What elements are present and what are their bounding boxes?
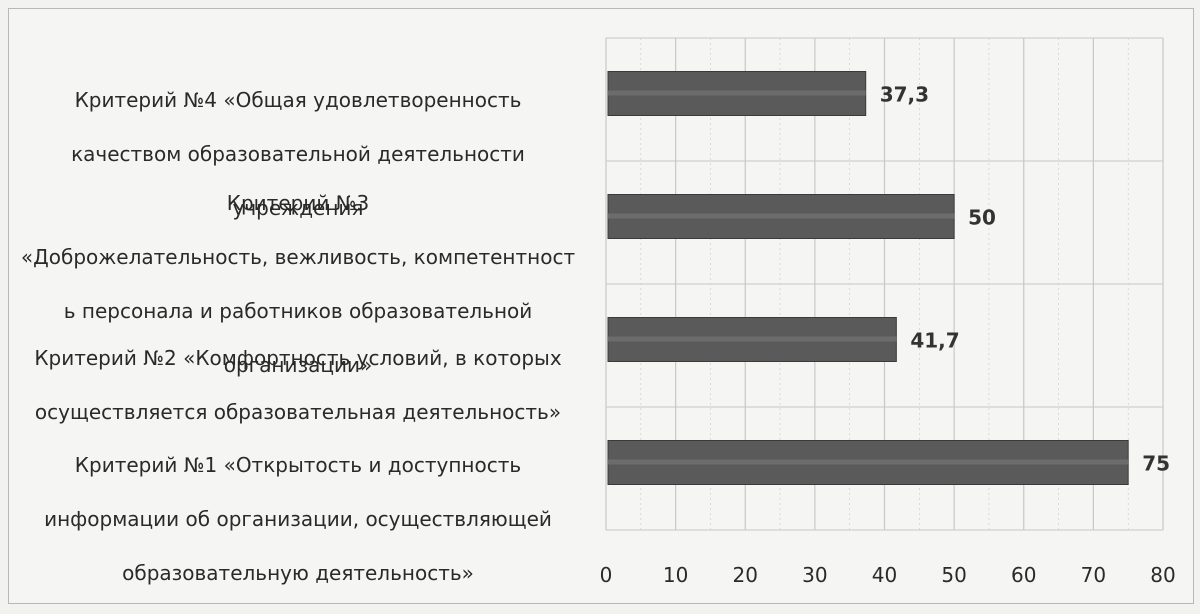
x-tick-label: 20 (733, 563, 758, 587)
category-label-3: Критерий №3 «Доброжелательность, вежливо… (20, 191, 576, 377)
data-label-2: 41,7 (910, 329, 959, 353)
x-tick-label: 0 (600, 563, 613, 587)
category-label-2: Критерий №2 «Комфортность условий, в кот… (34, 346, 562, 424)
x-tick-label: 70 (1081, 563, 1106, 587)
category-label-1: Критерий №1 «Открытость и доступность ин… (44, 453, 552, 585)
category-label-4: Критерий №4 «Общая удовлетворенность кач… (71, 88, 525, 220)
chart-frame (8, 8, 1194, 604)
x-tick-label: 40 (872, 563, 897, 587)
x-tick-label: 10 (663, 563, 688, 587)
x-axis-ticks: 0 10 20 30 40 50 60 70 80 (600, 563, 1176, 587)
x-tick-label: 50 (941, 563, 966, 587)
data-label-4: 37,3 (880, 83, 929, 107)
bar-texture (608, 459, 1129, 465)
data-label-3: 50 (968, 206, 996, 230)
bar-texture (608, 90, 866, 96)
x-tick-label: 30 (802, 563, 827, 587)
bar-texture (608, 213, 955, 219)
bars (607, 71, 1129, 485)
data-label-1: 75 (1142, 452, 1170, 476)
bar-texture (608, 336, 897, 342)
x-tick-label: 60 (1011, 563, 1036, 587)
data-labels: 37,3 50 41,7 75 (880, 83, 1170, 476)
x-tick-label: 80 (1150, 563, 1175, 587)
